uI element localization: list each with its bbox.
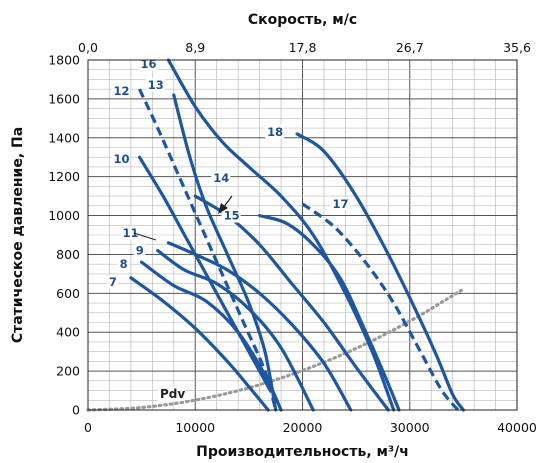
curve-label-pdv: Pdv bbox=[160, 387, 185, 401]
curve-label-12: 12 bbox=[113, 84, 129, 98]
curve-label-background bbox=[330, 196, 350, 211]
curve-label-18: 18 bbox=[267, 125, 283, 139]
curve-7 bbox=[129, 276, 270, 412]
curve-label-background bbox=[211, 171, 231, 186]
curve-label-16: 16 bbox=[140, 57, 156, 71]
y-tick-label: 600 bbox=[56, 286, 80, 301]
curve-label-10: 10 bbox=[113, 152, 129, 166]
y-tick-label: 1600 bbox=[48, 91, 80, 106]
y-tick-label: 400 bbox=[56, 325, 80, 340]
curve-15 bbox=[258, 214, 401, 412]
x-tick-label: 10000 bbox=[175, 420, 215, 435]
top-axis-title: Скорость, м/с bbox=[248, 12, 357, 28]
curve-label-background bbox=[111, 152, 131, 167]
curve-label-background bbox=[120, 225, 140, 240]
curve-label-8: 8 bbox=[120, 257, 128, 271]
y-axis-title: Статическое давление, Па bbox=[10, 127, 26, 343]
curve-label-background bbox=[117, 257, 130, 272]
curve-10 bbox=[137, 155, 272, 393]
top-axis-tick-label: 17,8 bbox=[289, 40, 317, 55]
y-tick-label: 1800 bbox=[48, 53, 80, 68]
curve-16 bbox=[166, 58, 396, 412]
plot-frame bbox=[87, 59, 518, 411]
curve-label-14: 14 bbox=[213, 171, 229, 185]
curve-label-background bbox=[221, 208, 241, 223]
top-axis-tick-label: 8,9 bbox=[185, 40, 205, 55]
curve-9 bbox=[156, 249, 315, 412]
y-tick-label: 1000 bbox=[48, 208, 80, 223]
y-tick-label: 1400 bbox=[48, 130, 80, 145]
curve-label-17: 17 bbox=[333, 197, 349, 211]
curve-12 bbox=[138, 88, 278, 411]
curve-label-13: 13 bbox=[148, 78, 164, 92]
curve-label-background bbox=[265, 124, 285, 139]
curve-label-11: 11 bbox=[122, 226, 138, 240]
curve-18 bbox=[295, 132, 465, 412]
x-tick-label: 0 bbox=[84, 420, 92, 435]
top-axis-tick-label: 26,7 bbox=[396, 40, 424, 55]
y-tick-label: 800 bbox=[56, 247, 80, 262]
curve-label-9: 9 bbox=[136, 244, 144, 258]
top-axis-tick-label: 0,0 bbox=[78, 40, 98, 55]
curve-label-background bbox=[158, 387, 185, 401]
curve-label-background bbox=[106, 274, 119, 289]
y-tick-label: 0 bbox=[72, 403, 80, 418]
curve-11 bbox=[166, 241, 353, 412]
x-tick-label: 20000 bbox=[283, 420, 323, 435]
x-axis-title: Производительность, м³/ч bbox=[196, 444, 409, 460]
x-tick-label: 30000 bbox=[390, 420, 430, 435]
y-tick-label: 1200 bbox=[48, 169, 80, 184]
tick-labels: 0 10000 20000 30000 40000 0 200 400 600 800 1000 12… bbox=[48, 40, 537, 435]
curve-label-background bbox=[133, 243, 146, 258]
annotation-arrows bbox=[133, 195, 233, 241]
curve-label-background bbox=[145, 78, 165, 92]
curve-13 bbox=[172, 93, 278, 412]
curve-label-7: 7 bbox=[109, 275, 117, 289]
curve-label-15: 15 bbox=[224, 209, 240, 223]
top-axis-tick-label: 35,6 bbox=[503, 40, 531, 55]
x-tick-label: 40000 bbox=[497, 420, 537, 435]
leader-line-11 bbox=[133, 232, 157, 241]
y-tick-label: 200 bbox=[56, 364, 80, 379]
arrowhead-14 bbox=[218, 203, 228, 214]
curve-label-background bbox=[111, 84, 131, 99]
